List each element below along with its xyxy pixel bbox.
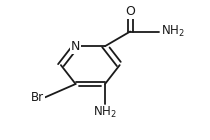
Text: NH$_2$: NH$_2$ bbox=[161, 24, 184, 39]
Text: O: O bbox=[125, 5, 135, 18]
Text: Br: Br bbox=[31, 91, 44, 104]
Text: NH$_2$: NH$_2$ bbox=[93, 105, 117, 120]
Text: N: N bbox=[71, 40, 80, 53]
